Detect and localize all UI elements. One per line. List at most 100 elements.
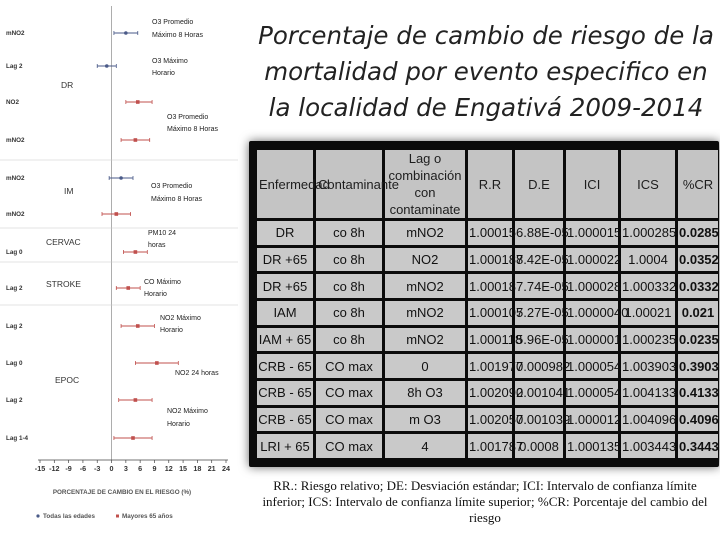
row-lag-label: Lag 1-4 [6, 435, 29, 442]
table-row: DR co 8h mNO2 1.00015 6.88E-05 1.000015 1.0002… [257, 221, 719, 245]
row-pollutant-label-line2: Máximo 8 Horas [167, 126, 218, 133]
table-cell: 8h O3 [385, 380, 465, 405]
forest-row: mNO2 PM10 24 horas [6, 211, 176, 249]
table-cell: 0 [385, 354, 465, 378]
point-estimate [126, 286, 131, 290]
x-tick-label: 9 [152, 464, 156, 473]
point-estimate [131, 436, 135, 440]
table-cell: CO max [316, 407, 382, 432]
table-cell: 1.00021 [621, 300, 675, 325]
table-cell: 1.000187 [468, 247, 523, 272]
table-header-cell: %CR [678, 150, 718, 218]
forest-row: mNO2 O3 Promedio Máximo 8 Horas [6, 175, 202, 203]
table-cell: 5.96E-05 [515, 327, 569, 352]
row-lag-label: Lag 2 [6, 63, 23, 70]
point-estimate [135, 324, 140, 328]
forest-row: Lag 0 [6, 249, 148, 256]
table-cell: 1.003443 [621, 434, 676, 458]
point-estimate [104, 64, 109, 68]
row-lag-label: Lag 2 [6, 323, 23, 330]
table-cell: 0.0352 [678, 247, 719, 272]
row-lag-label: mNO2 [6, 137, 25, 144]
table-cell: co 8h [316, 327, 382, 352]
table-cell: 1.000107 [468, 300, 523, 325]
table-cell: IAM [257, 300, 313, 325]
table-cell: 1.000285 [621, 221, 676, 245]
table-row: IAM + 65 co 8h mNO2 1.000118 5.96E-05 1.00000… [257, 327, 719, 352]
table-cell: CO max [316, 380, 382, 405]
table-cell: 1.001787 [468, 434, 523, 458]
group-label: CERVAC [46, 237, 81, 247]
table-header-cell: D.E [515, 150, 563, 218]
table-cell: 1.000001 [566, 327, 621, 352]
table-cell: DR [257, 221, 313, 245]
group-label: STROKE [46, 279, 81, 289]
table-cell: LRI + 65 [257, 434, 313, 458]
row-pollutant-label: NO2 Máximo [167, 408, 208, 415]
table-cell: mNO2 [385, 327, 465, 352]
table-cell: 0.0008 [515, 434, 563, 458]
x-tick-label: -15 [35, 464, 45, 473]
forest-row: Lag 2 NO2 Máximo Horario [6, 315, 201, 334]
x-tick-label: 24 [222, 464, 230, 473]
table-row: CRB - 65 CO max m O3 1.002057 0.001039 1.0000… [257, 407, 719, 432]
x-tick-label: -9 [65, 464, 71, 473]
table-cell: 1.004096 [621, 407, 676, 432]
table-header-cell: Enfermedad [257, 150, 330, 218]
forest-row: Lag 2 O3 Máximo Horario [6, 58, 188, 77]
x-tick-label: 0 [110, 464, 114, 473]
table-cell: 7.74E-05 [515, 274, 569, 298]
table-cell: m O3 [385, 407, 465, 432]
row-pollutant-label-line2: Máximo 8 Horas [151, 196, 202, 203]
table-header-row: Enfermedad Contaminante Lag o combinación … [257, 150, 718, 218]
table-cell: 1.002092 [468, 380, 523, 405]
table-cell: 1.003903 [621, 354, 676, 378]
table-cell: 1.0000040 [566, 300, 628, 325]
table-header-cell: Contaminante [316, 150, 399, 218]
table-cell: 1.000015 [566, 221, 621, 245]
table-cell: 0.0235 [678, 327, 719, 352]
x-tick-label: 15 [179, 464, 187, 473]
table-row: LRI + 65 CO max 4 1.001787 0.0008 1.000135 1.0… [257, 434, 719, 458]
legend-label-todas: Todas las edades [43, 513, 96, 520]
table-cell: 8.42E-05 [515, 247, 569, 272]
row-lag-label: Lag 2 [6, 285, 23, 292]
legend-marker-todas [36, 514, 40, 518]
table-cell: 1.00015 [468, 221, 516, 245]
row-lag-label: NO2 [6, 99, 19, 106]
table-cell: 1.000235 [621, 327, 676, 352]
table-header-cell: Lag o combinación con contaminate [385, 150, 465, 218]
row-pollutant-label: CO Máximo [144, 279, 181, 286]
x-tick-label: -6 [80, 464, 86, 473]
table-body: DR co 8h mNO2 1.00015 6.88E-05 1.000015 1.0002… [257, 221, 719, 458]
results-table-frame: Enfermedad Contaminante Lag o combinación … [249, 141, 719, 467]
table-cell: 1.000022 [566, 247, 621, 272]
table-cell: 1.000054 [566, 354, 621, 378]
x-tick-label: 3 [124, 464, 128, 473]
title-panel: Porcentaje de cambio de riesgo de la mor… [252, 0, 720, 140]
point-estimate [124, 31, 128, 35]
table-header-cell: ICI [566, 150, 618, 218]
group-label: DR [61, 80, 73, 90]
row-pollutant-label-line2: Horario [144, 291, 167, 298]
group-label: IM [64, 186, 73, 196]
row-pollutant-label-line2: horas [148, 242, 166, 249]
x-tick-label: 18 [193, 464, 201, 473]
table-cell: 1.000012 [566, 407, 621, 432]
table-cell: 1.00018 [468, 274, 516, 298]
table-cell: 0.0285 [678, 221, 719, 245]
point-estimate [119, 176, 123, 180]
row-pollutant-label: NO2 24 horas [175, 370, 219, 377]
table-cell: 0.4133 [678, 380, 719, 405]
table-row: CRB - 65 CO max 8h O3 1.002092 0.001041 1.000… [257, 380, 719, 405]
slide-title: Porcentaje de cambio de riesgo de la mor… [258, 21, 714, 122]
x-tick-label: -12 [49, 464, 59, 473]
table-cell: CRB - 65 [257, 380, 313, 405]
row-pollutant-label-line2: Horario [167, 421, 190, 428]
table-cell: 1.002057 [468, 407, 523, 432]
footnote: RR.: Riesgo relativo; DE: Desviación est… [262, 478, 708, 525]
table-row: CRB - 65 CO max 0 1.001977 0.000982 1.000054 1… [257, 354, 719, 378]
legend-marker-mayores [116, 514, 119, 518]
table-cell: CRB - 65 [257, 354, 313, 378]
results-table: Enfermedad Contaminante Lag o combinación … [254, 147, 720, 461]
